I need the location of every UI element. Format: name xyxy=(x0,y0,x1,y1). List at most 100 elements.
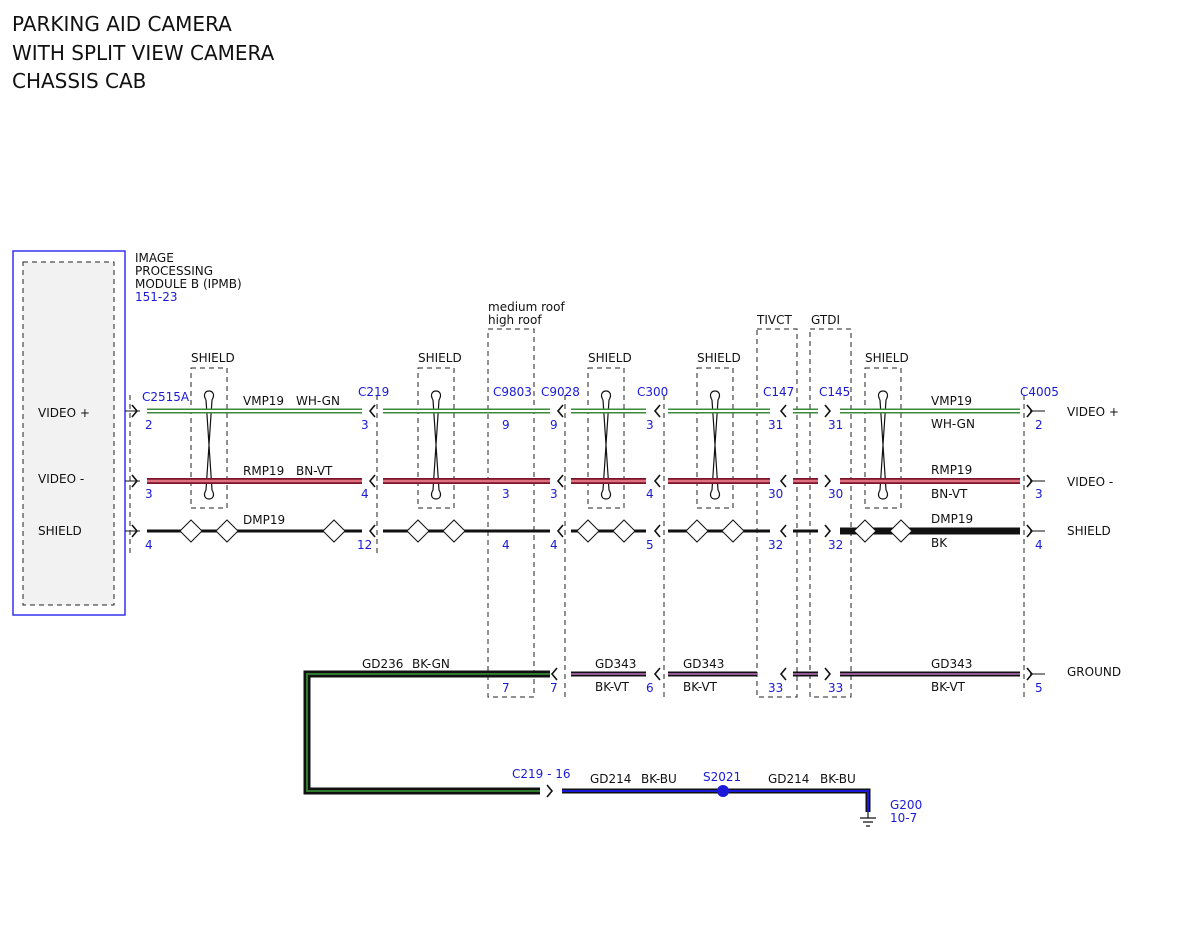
twist xyxy=(600,390,612,500)
pin-number: 32 xyxy=(768,538,783,552)
connector-terminal xyxy=(824,524,832,538)
connector-terminal xyxy=(779,667,787,681)
splice xyxy=(717,785,729,797)
shield-drain xyxy=(179,519,203,543)
module-name: IMAGE xyxy=(135,251,174,265)
connector-id: C9028 xyxy=(541,385,580,399)
shield-label: SHIELD xyxy=(697,351,741,365)
wire-color: BN-VT xyxy=(931,487,968,501)
circuit: GD343 xyxy=(931,657,972,671)
circuit: DMP19 xyxy=(243,513,285,527)
output-label: VIDEO + xyxy=(1067,405,1119,419)
connector-id: C145 xyxy=(819,385,850,399)
connector-id: C9803 xyxy=(493,385,532,399)
shield-drain xyxy=(889,519,913,543)
pin-number: 12 xyxy=(357,538,372,552)
connector-terminal xyxy=(779,524,787,538)
variant-label: TIVCT xyxy=(756,313,792,327)
variant-label: high roof xyxy=(488,313,542,327)
shield-label: SHIELD xyxy=(865,351,909,365)
pin-number: 3 xyxy=(550,487,558,501)
shield-drain xyxy=(576,519,600,543)
pin-number: 3 xyxy=(502,487,510,501)
ground-id: G200 xyxy=(890,798,922,812)
connector-terminal xyxy=(653,524,661,538)
title-line: CHASSIS CAB xyxy=(12,69,146,93)
connector-terminal xyxy=(653,667,661,681)
pin-number: 4 xyxy=(550,538,558,552)
shield-box xyxy=(190,367,228,509)
connector-terminal xyxy=(131,524,139,538)
connector-terminal xyxy=(653,404,661,418)
pin-number: 31 xyxy=(768,418,783,432)
wire xyxy=(562,788,871,812)
module-name: PROCESSING xyxy=(135,264,213,278)
shield-drain xyxy=(442,519,466,543)
pin-number: 4 xyxy=(646,487,654,501)
connector-terminal xyxy=(556,474,564,488)
splice-id: S2021 xyxy=(703,770,741,784)
pin-number: 3 xyxy=(145,487,153,501)
wire xyxy=(562,790,869,812)
output-label: SHIELD xyxy=(1067,524,1111,538)
circuit: GD343 xyxy=(595,657,636,671)
pin-number: 9 xyxy=(502,418,510,432)
pin-number: 2 xyxy=(1035,418,1043,432)
ground-symbol xyxy=(860,812,876,827)
twist xyxy=(203,390,215,500)
module-ref: 151-23 xyxy=(135,290,178,304)
pin-number: 5 xyxy=(646,538,654,552)
connector-terminal xyxy=(368,524,376,538)
connector-terminal xyxy=(824,474,832,488)
twist xyxy=(430,390,442,500)
connector-id: C4005 xyxy=(1020,385,1059,399)
variant-label: medium roof xyxy=(488,300,565,314)
pin-number: 31 xyxy=(828,418,843,432)
wire-color: BK xyxy=(931,536,948,550)
wires xyxy=(125,404,1045,827)
wire-color: BK-BU xyxy=(820,772,856,786)
pin-number: 7 xyxy=(550,681,558,695)
circuit: VMP19 xyxy=(931,394,972,408)
connector-terminal xyxy=(653,474,661,488)
shield-label: SHIELD xyxy=(418,351,462,365)
shield-drain xyxy=(215,519,239,543)
pin-number: 33 xyxy=(768,681,783,695)
connector-id: C219 xyxy=(358,385,389,399)
circuit: GD214 xyxy=(768,772,809,786)
connector-terminal xyxy=(779,404,787,418)
connector-terminal xyxy=(779,474,787,488)
pin-number: 3 xyxy=(646,418,654,432)
output-label: GROUND xyxy=(1067,665,1121,679)
connector-terminal xyxy=(131,404,139,418)
module-pin: VIDEO - xyxy=(38,472,84,486)
connector-terminal xyxy=(550,667,558,681)
circuit: RMP19 xyxy=(931,463,972,477)
pin-number: 3 xyxy=(361,418,369,432)
pin-number: 4 xyxy=(502,538,510,552)
twist xyxy=(877,390,889,500)
pin-number: 3 xyxy=(1035,487,1043,501)
shield-drain xyxy=(721,519,745,543)
circuit: GD236 xyxy=(362,657,403,671)
connector-id: C2515A xyxy=(142,390,190,404)
pin-number: 7 xyxy=(502,681,510,695)
pin-number: 30 xyxy=(828,487,843,501)
pin-number: 4 xyxy=(145,538,153,552)
connector-id: C147 xyxy=(763,385,794,399)
connector-terminal xyxy=(131,474,139,488)
ground-ref: 10-7 xyxy=(890,811,917,825)
wire-color: BK-VT xyxy=(683,680,718,694)
circuit: VMP19 xyxy=(243,394,284,408)
circuit: GD343 xyxy=(683,657,724,671)
variant-label: GTDI xyxy=(811,313,840,327)
circuit: GD214 xyxy=(590,772,631,786)
pin-number: 4 xyxy=(1035,538,1043,552)
connector-terminal xyxy=(1026,404,1034,418)
shield-drain xyxy=(685,519,709,543)
shield-label: SHIELD xyxy=(588,351,632,365)
wire-color: WH-GN xyxy=(931,417,975,431)
shield-box xyxy=(417,367,455,509)
output-label: VIDEO - xyxy=(1067,475,1113,489)
